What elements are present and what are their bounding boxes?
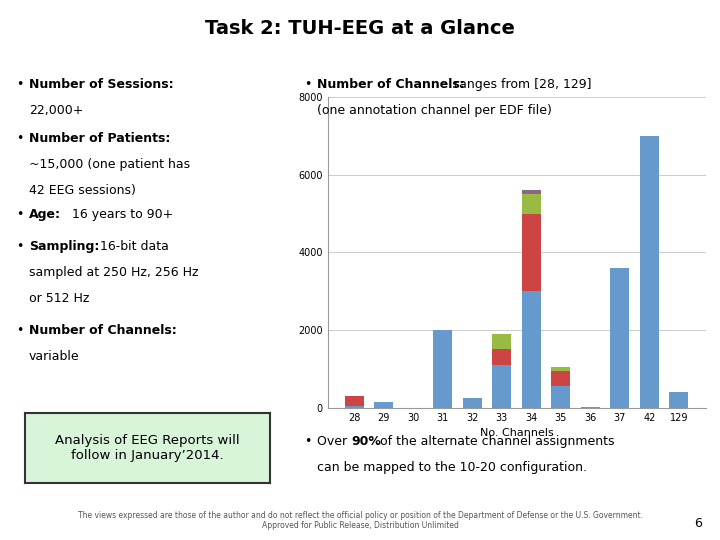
Bar [552, 371, 570, 386]
Bar [581, 407, 600, 408]
Text: variable: variable [29, 350, 79, 363]
Bar [522, 291, 541, 408]
Bar [345, 406, 364, 408]
Bar [611, 268, 629, 408]
Text: 22,000+: 22,000+ [29, 104, 84, 117]
Bar [374, 402, 393, 408]
Text: •: • [16, 78, 23, 91]
Bar [522, 214, 541, 291]
Text: 90%: 90% [351, 435, 381, 448]
Text: 16-bit data: 16-bit data [96, 240, 168, 253]
Bar [552, 386, 570, 408]
Text: sampled at 250 Hz, 256 Hz: sampled at 250 Hz, 256 Hz [29, 266, 198, 279]
Text: can be mapped to the 10-20 configuration.: can be mapped to the 10-20 configuration… [317, 461, 587, 474]
Text: •: • [16, 324, 23, 337]
Text: (one annotation channel per EDF file): (one annotation channel per EDF file) [317, 104, 552, 117]
Text: •: • [304, 78, 311, 91]
Text: ~15,000 (one patient has: ~15,000 (one patient has [29, 158, 190, 171]
Bar [670, 392, 688, 408]
Bar [492, 365, 511, 408]
Bar [552, 367, 570, 371]
Text: 16 years to 90+: 16 years to 90+ [68, 208, 174, 221]
Bar [492, 349, 511, 365]
Text: The views expressed are those of the author and do not reflect the official poli: The views expressed are those of the aut… [78, 511, 642, 530]
Text: Sampling:: Sampling: [29, 240, 99, 253]
Text: •: • [16, 240, 23, 253]
Text: 42 EEG sessions): 42 EEG sessions) [29, 184, 135, 197]
Text: Over: Over [317, 435, 351, 448]
Bar [522, 194, 541, 214]
Bar [463, 398, 482, 408]
Bar [640, 136, 659, 408]
Text: •: • [304, 435, 311, 448]
Bar [433, 330, 452, 408]
Text: •: • [16, 208, 23, 221]
Text: 6: 6 [694, 517, 702, 530]
Text: ranges from [28, 129]: ranges from [28, 129] [450, 78, 592, 91]
Bar [522, 191, 541, 194]
Text: Number of Sessions:: Number of Sessions: [29, 78, 174, 91]
Text: •: • [16, 132, 23, 145]
Text: or 512 Hz: or 512 Hz [29, 292, 89, 305]
Text: Number of Patients:: Number of Patients: [29, 132, 170, 145]
Text: Number of Channels:: Number of Channels: [29, 324, 176, 337]
Bar [345, 396, 364, 406]
Bar [492, 334, 511, 349]
X-axis label: No. Channels: No. Channels [480, 428, 554, 438]
Text: Number of Channels:: Number of Channels: [317, 78, 464, 91]
Text: Age:: Age: [29, 208, 60, 221]
Text: Task 2: TUH-EEG at a Glance: Task 2: TUH-EEG at a Glance [205, 19, 515, 38]
Text: of the alternate channel assignments: of the alternate channel assignments [376, 435, 614, 448]
Text: Analysis of EEG Reports will
follow in January’2014.: Analysis of EEG Reports will follow in J… [55, 434, 240, 462]
